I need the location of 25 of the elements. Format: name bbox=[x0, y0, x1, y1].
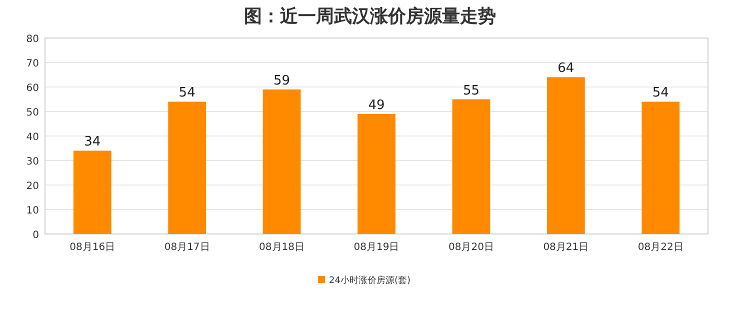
ytick: 0 bbox=[32, 230, 39, 241]
ytick: 30 bbox=[26, 156, 39, 168]
xtick: 08月21日 bbox=[543, 242, 589, 253]
ytick: 80 bbox=[26, 34, 39, 45]
ytick: 50 bbox=[26, 108, 39, 118]
ytick: 20 bbox=[26, 181, 39, 192]
xtick: 08月22日 bbox=[638, 242, 684, 253]
data-label: 49 bbox=[368, 98, 385, 113]
legend: 24小时涨价房源(套) bbox=[329, 276, 410, 286]
xtick: 08月17日 bbox=[164, 242, 210, 253]
data-label: 64 bbox=[558, 61, 574, 76]
data-label: 34 bbox=[84, 134, 101, 150]
data-label: 55 bbox=[462, 83, 480, 98]
ytick: 40 bbox=[26, 132, 39, 143]
ytick: 10 bbox=[26, 206, 39, 216]
xtick: 08月20日 bbox=[448, 242, 494, 253]
data-label: 59 bbox=[274, 73, 290, 88]
xtick: 08月16日 bbox=[70, 242, 116, 253]
xtick: 08月18日 bbox=[259, 242, 304, 253]
xtick: 08月19日 bbox=[354, 242, 400, 253]
title: 图：近一周武汉涨价房源量走势 bbox=[244, 6, 496, 27]
ytick: 60 bbox=[26, 83, 39, 94]
ytick: 70 bbox=[26, 58, 39, 70]
data-label: 54 bbox=[652, 86, 669, 101]
data-label: 54 bbox=[178, 86, 196, 101]
